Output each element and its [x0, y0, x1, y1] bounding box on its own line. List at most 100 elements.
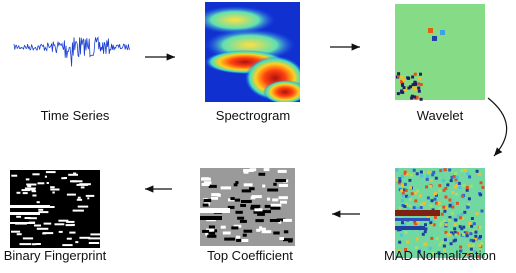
pixel	[429, 185, 432, 188]
pixel	[458, 182, 461, 185]
bar	[79, 183, 91, 185]
pixel	[442, 206, 445, 209]
block	[271, 204, 282, 207]
pixel	[419, 194, 422, 197]
pixel	[439, 169, 442, 172]
pixel	[470, 225, 473, 228]
pixel	[464, 169, 467, 172]
block	[255, 219, 263, 222]
block	[211, 197, 218, 200]
block	[241, 239, 249, 242]
pixel	[406, 241, 409, 244]
pixel	[404, 183, 407, 186]
pixel	[435, 202, 438, 205]
pixel	[454, 233, 457, 236]
pixel	[473, 222, 476, 225]
block	[280, 201, 287, 204]
pixel	[472, 230, 475, 233]
bar	[37, 228, 49, 230]
block	[234, 183, 238, 186]
band	[395, 218, 430, 221]
block	[208, 232, 215, 235]
pixel	[481, 210, 484, 213]
bar	[26, 178, 30, 180]
pixel	[434, 198, 437, 201]
bar	[50, 189, 59, 191]
pixel	[397, 72, 400, 75]
pixel	[474, 235, 477, 238]
pixel	[461, 169, 464, 172]
pixel	[458, 186, 461, 189]
bar	[32, 243, 36, 245]
block	[251, 196, 256, 199]
pixel	[403, 205, 406, 208]
pixel	[413, 169, 416, 172]
pixel	[406, 76, 409, 79]
bar	[81, 186, 85, 188]
pixel	[468, 175, 471, 178]
bar	[38, 209, 43, 211]
arrow	[488, 98, 507, 156]
pixel	[401, 221, 404, 224]
block	[288, 240, 293, 243]
pixel	[452, 191, 455, 194]
pixel	[400, 234, 403, 237]
pixel	[420, 171, 423, 174]
pixel	[395, 179, 398, 182]
pixel	[416, 172, 419, 175]
pixel	[408, 179, 411, 182]
pixel	[479, 226, 482, 229]
bar	[22, 189, 31, 191]
block	[254, 208, 262, 211]
pixel	[416, 207, 419, 210]
pixel	[469, 232, 472, 235]
bar	[75, 241, 78, 243]
pixel	[416, 238, 419, 241]
pixel	[397, 75, 400, 78]
binary-fingerprint-image	[10, 170, 101, 248]
block	[279, 196, 288, 199]
bar	[23, 192, 28, 194]
pixel	[446, 183, 449, 186]
pixel	[419, 73, 422, 76]
pixel	[439, 189, 442, 192]
block	[237, 217, 244, 220]
pixel	[442, 179, 445, 182]
pixel	[450, 242, 453, 245]
block	[204, 199, 212, 202]
bar	[34, 225, 41, 227]
pixel	[431, 199, 434, 202]
pixel	[398, 207, 401, 210]
pixel	[459, 216, 462, 219]
bar	[88, 237, 100, 239]
block	[279, 237, 284, 240]
pixel	[395, 169, 398, 172]
bar	[70, 180, 77, 182]
bar	[73, 173, 76, 175]
pixel	[425, 185, 428, 188]
pixel	[481, 186, 484, 189]
block	[262, 185, 265, 188]
pixel	[414, 199, 417, 202]
pixel	[428, 28, 433, 33]
pixel	[410, 174, 413, 177]
pixel	[449, 204, 452, 207]
pixel	[413, 206, 416, 209]
pixel	[439, 224, 442, 227]
block	[257, 213, 265, 216]
pixel	[398, 180, 401, 183]
pixel	[426, 175, 429, 178]
node-label: Binary Fingerprint	[4, 248, 107, 263]
block	[221, 186, 231, 189]
pixel	[402, 78, 405, 81]
pixel	[411, 76, 414, 79]
pixel	[448, 169, 451, 172]
block	[275, 179, 286, 182]
block	[267, 198, 270, 201]
pixel	[466, 173, 469, 176]
pixel	[400, 76, 403, 79]
mad-image	[395, 168, 485, 258]
block	[200, 216, 222, 220]
pixel	[418, 90, 421, 93]
pixel	[402, 194, 405, 197]
